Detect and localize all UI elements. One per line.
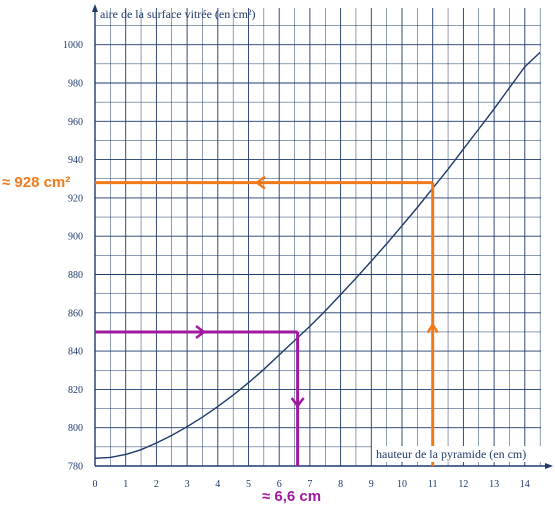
x-tick-label: 7: [307, 479, 312, 490]
x-tick-label: 5: [246, 479, 251, 490]
orange-arrow-left: [254, 175, 266, 190]
series-line: [94, 51, 541, 459]
y-tick-label: 1000: [63, 40, 83, 51]
tick-labels: 0 1 2 3 4 5 6 7 8 9 10 11 12 13 1478080082084086088090…: [63, 40, 530, 490]
y-tick-label: 800: [68, 423, 83, 434]
y-tick-label: 980: [68, 79, 83, 90]
orange-arrow-up: [426, 322, 439, 334]
y-tick-label: 780: [68, 462, 83, 473]
annotations: [95, 175, 439, 466]
y-tick-label: 900: [68, 232, 83, 243]
x-axis-title-bg: [372, 446, 548, 462]
y-tick-label: 840: [68, 347, 83, 358]
x-tick-label: 9: [369, 479, 374, 490]
y-tick-label: 860: [68, 308, 83, 319]
x-tick-label: 13: [489, 479, 499, 490]
annotation-purple-label: ≈ 6,6 cm: [262, 488, 321, 505]
purple-arrow-right: [195, 324, 207, 339]
x-tick-label: 12: [458, 479, 468, 490]
y-tick-label: 880: [68, 270, 83, 281]
y-tick-label: 960: [68, 117, 83, 128]
x-tick-label: 10: [397, 479, 407, 490]
x-tick-label: 4: [215, 479, 220, 490]
x-axis-title: hauteur de la pyramide (en cm): [376, 447, 526, 461]
y-axis-arrow: [92, 4, 98, 12]
x-tick-label: 1: [123, 479, 128, 490]
curve: [94, 51, 541, 459]
x-tick-label: 0: [93, 479, 98, 490]
x-tick-label: 14: [520, 479, 530, 490]
y-tick-label: 820: [68, 385, 83, 396]
x-axis-arrow: [545, 463, 553, 469]
x-tick-label: 2: [154, 479, 159, 490]
y-tick-label: 940: [68, 155, 83, 166]
x-tick-label: 8: [338, 479, 343, 490]
annotation-orange-label: ≈ 928 cm²: [2, 174, 70, 191]
y-tick-label: 920: [68, 193, 83, 204]
y-axis-title: aire de la surface vitrée (en cm²): [100, 7, 256, 21]
x-tick-label: 6: [277, 479, 282, 490]
x-tick-label: 3: [185, 479, 190, 490]
x-tick-label: 11: [428, 479, 438, 490]
purple-arrow-down: [290, 397, 305, 409]
grid: [92, 4, 553, 469]
